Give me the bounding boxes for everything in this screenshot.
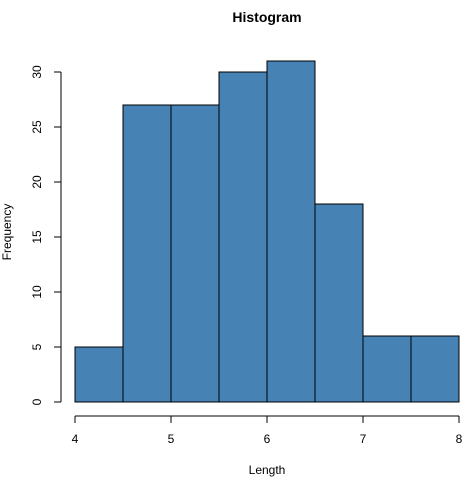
y-axis-label: Frequency <box>0 204 14 261</box>
histogram-bar <box>122 104 172 403</box>
y-tick-label: 30 <box>30 65 44 79</box>
histogram-bar <box>362 335 412 403</box>
y-tick-label: 20 <box>30 175 44 189</box>
y-tick-label: 15 <box>30 230 44 244</box>
x-tick-label: 8 <box>456 432 463 446</box>
x-axis-label: Length <box>249 463 286 477</box>
histogram-bar <box>314 203 364 403</box>
x-tick-label: 7 <box>360 432 367 446</box>
x-tick-label: 5 <box>168 432 175 446</box>
x-axis: 4 5 6 7 8 <box>72 415 463 446</box>
histogram-bar <box>410 335 460 403</box>
histogram-bar <box>266 60 316 403</box>
y-axis: 0 5 10 15 20 25 30 <box>30 65 62 405</box>
chart-title: Histogram <box>232 9 301 25</box>
y-tick-label: 0 <box>30 398 44 405</box>
y-tick-label: 25 <box>30 120 44 134</box>
x-tick-label: 6 <box>264 432 271 446</box>
x-tick-label: 4 <box>72 432 79 446</box>
y-tick-label: 5 <box>30 343 44 350</box>
histogram-bar <box>170 104 220 403</box>
histogram-bar <box>74 346 124 403</box>
y-tick-label: 10 <box>30 285 44 299</box>
bars-group <box>74 60 460 403</box>
histogram-bar <box>218 71 268 403</box>
